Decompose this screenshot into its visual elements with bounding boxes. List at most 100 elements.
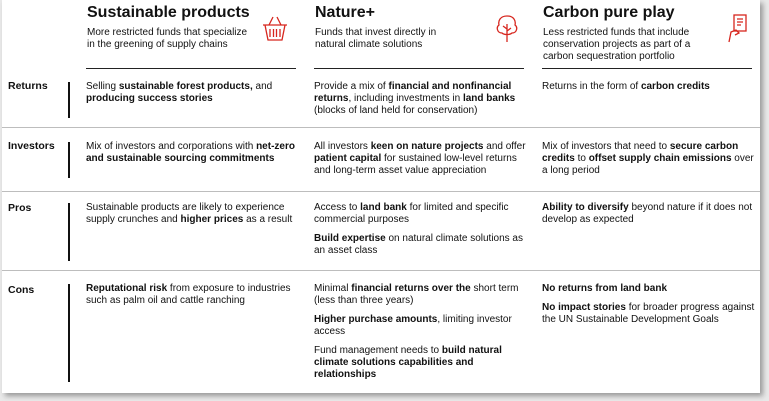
cell-paragraph: Returns in the form of carbon credits [542,81,757,93]
cell-paragraph: Access to land bank for limited and spec… [314,202,529,226]
cell-paragraph: Mix of investors and corporations with n… [86,141,301,165]
column-subtitle: Funds that invest directly in natural cl… [315,27,437,50]
cell-paragraph: Ability to diversify beyond nature if it… [542,202,757,226]
cell-pros-carbon-pure-play: Ability to diversify beyond nature if it… [542,202,757,233]
bold-text: carbon credits [640,81,710,92]
cell-paragraph: Higher purchase amounts, limiting invest… [314,314,529,338]
cell-paragraph: Mix of investors that need to secure car… [542,141,757,177]
column-header-carbon-pure-play: Carbon pure play Less restricted funds t… [543,4,763,63]
bold-text: No impact stories [542,302,626,313]
text-run: Minimal [314,283,352,294]
cell-investors-carbon-pure-play: Mix of investors that need to secure car… [542,141,757,184]
bold-text: sustainable forest products, [118,81,253,92]
text-run: for broader progress against the UN Sust… [542,302,755,325]
cell-investors-nature-plus: All investors keen on nature projects an… [314,141,529,184]
bold-text: financial and nonfinancial returns [314,81,512,104]
cell-paragraph: No impact stories for broader progress a… [542,302,757,326]
text-run: to [574,153,589,164]
text-run: and offer [483,141,526,152]
cell-returns-carbon-pure-play: Returns in the form of carbon credits [542,81,757,100]
row-separator [2,270,760,271]
text-run: Access to [314,202,361,213]
text-run: Provide a mix of [314,81,389,92]
bold-text: Higher purchase amounts [314,314,438,325]
cell-paragraph: All investors keen on nature projects an… [314,141,529,177]
cell-paragraph: Build expertise on natural climate solut… [314,233,529,257]
row-marker-bar [68,142,70,178]
bold-text: build natural climate solutions capabili… [314,345,502,380]
column-title: Carbon pure play [543,4,675,21]
bold-text: No returns from land bank [542,283,668,294]
basket-icon [263,16,287,41]
row-marker-bar [68,203,70,261]
cell-returns-sustainable-products: Selling sustainable forest products, and… [86,81,301,112]
cell-paragraph: Provide a mix of financial and nonfinanc… [314,81,529,117]
text-run: (blocks of land held for conservation) [314,105,478,116]
cell-investors-sustainable-products: Mix of investors and corporations with n… [86,141,301,172]
row-marker-bar [68,82,70,118]
bold-text: offset supply chain emissions [588,153,732,164]
bold-text: land bank [360,202,407,213]
bold-text: producing success stories [86,93,213,104]
cell-pros-sustainable-products: Sustainable products are likely to exper… [86,202,301,233]
text-run: beyond nature if it does not develop as … [542,202,753,225]
text-run: Sustainable products are likely to exper… [86,202,285,225]
text-run: , including investments in [348,93,463,104]
cell-paragraph: Minimal financial returns over the short… [314,283,529,307]
text-run: short term (less than three years) [314,283,519,306]
column-subtitle: Less restricted funds that include conse… [543,27,691,62]
row-label-cons: Cons [8,284,35,296]
text-run: Mix of investors that need to [542,141,670,152]
column-title: Sustainable products [87,4,250,21]
text-run: from exposure to industries such as palm… [86,283,291,306]
text-run: as a result [243,214,293,225]
row-separator [2,191,760,192]
bold-text: higher prices [180,214,244,225]
row-label-investors: Investors [8,140,55,152]
row-label-returns: Returns [8,80,48,92]
text-run: Selling [86,81,119,92]
text-run: , limiting investor access [314,314,512,337]
cell-pros-nature-plus: Access to land bank for limited and spec… [314,202,529,264]
text-run: All investors [314,141,371,152]
bold-text: Ability to diversify [542,202,629,213]
text-run: and [252,81,273,92]
cell-paragraph: No returns from land bank [542,283,757,295]
cell-paragraph: Reputational risk from exposure to indus… [86,283,301,307]
column-divider [314,68,524,69]
bold-text: net-zero and sustainable sourcing commit… [86,141,295,164]
bold-text: secure carbon credits [542,141,739,164]
bold-text: keen on nature projects [370,141,484,152]
column-divider [542,68,752,69]
comparison-table: Sustainable products More restricted fun… [2,0,760,393]
text-run: over a long period [542,153,754,176]
bold-text: patient capital [314,153,382,164]
cell-paragraph: Sustainable products are likely to exper… [86,202,301,226]
column-divider [86,68,296,69]
bold-text: Build expertise [314,233,386,244]
row-label-pros: Pros [8,202,32,214]
cell-returns-nature-plus: Provide a mix of financial and nonfinanc… [314,81,529,124]
cell-paragraph: Selling sustainable forest products, and… [86,81,301,105]
bold-text: Reputational risk [86,283,168,294]
text-run: on natural climate solutions as an asset… [314,233,523,256]
bold-text: land banks [462,93,516,104]
column-subtitle: More restricted funds that specialize in… [87,27,248,50]
bold-text: financial returns over the [351,283,471,294]
text-run: for sustained low-level returns and long… [314,153,517,176]
hand-certificate-icon [728,14,747,43]
text-run: Returns in the form of [542,81,641,92]
column-header-nature-plus: Nature+ Funds that invest directly in na… [315,4,535,51]
cell-cons-nature-plus: Minimal financial returns over the short… [314,283,529,388]
cell-cons-sustainable-products: Reputational risk from exposure to indus… [86,283,301,314]
text-run: Mix of investors and corporations with [86,141,257,152]
column-title: Nature+ [315,4,376,21]
row-marker-bar [68,284,70,382]
text-run: Fund management needs to [314,345,442,356]
cell-cons-carbon-pure-play: No returns from land bank No impact stori… [542,283,757,333]
text-run: for limited and specific commercial purp… [314,202,509,225]
cell-paragraph: Fund management needs to build natural c… [314,345,529,381]
row-separator [2,127,760,128]
column-header-sustainable-products: Sustainable products More restricted fun… [87,4,307,51]
tree-icon [496,15,518,42]
